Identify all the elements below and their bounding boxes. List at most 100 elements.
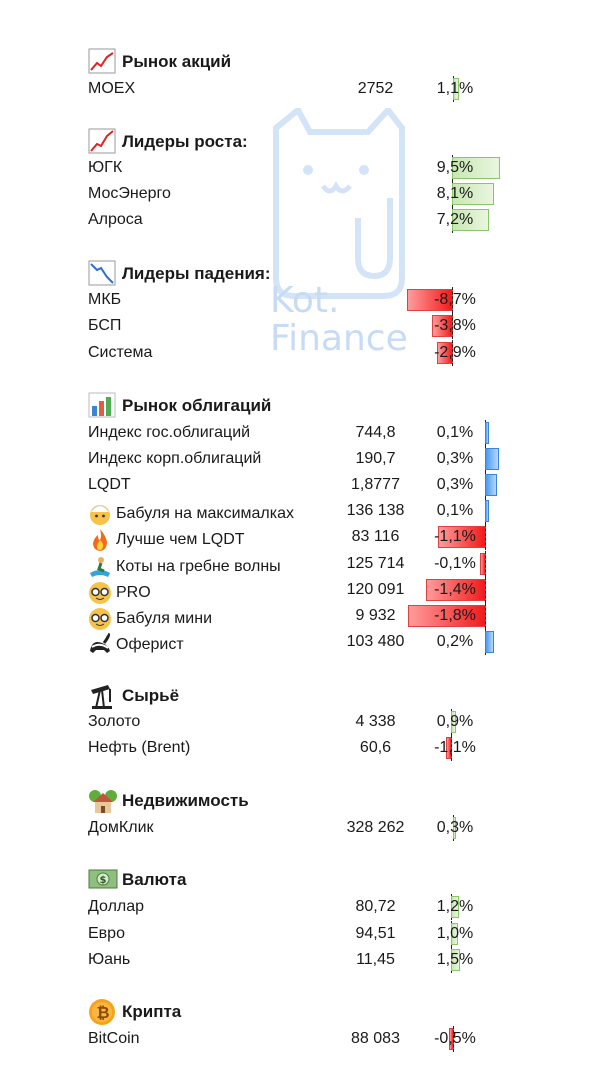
row-pct: -1,8% <box>434 607 476 624</box>
bitcoin-icon: ₿ <box>88 998 118 1026</box>
row-value: 744,8 <box>355 424 396 441</box>
banknote-icon: $ <box>88 866 118 894</box>
watermark-line2: Finance <box>270 318 408 359</box>
skunk-icon <box>88 632 112 657</box>
section-losers-title: Лидеры падения: <box>88 260 271 288</box>
list-item: MOEX 2752 1,1% <box>88 76 528 102</box>
row-name: LQDT <box>88 476 131 493</box>
section-title-text: Валюта <box>122 870 187 889</box>
row-name: Алроса <box>88 211 143 228</box>
change-bar <box>453 817 456 839</box>
change-bar <box>451 923 458 945</box>
row-name: Индекс гос.облигаций <box>88 424 251 441</box>
list-item: БСП -3,8% <box>88 313 528 339</box>
row-name: Нефть (Brent) <box>88 739 191 756</box>
row-pct: 9,5% <box>436 159 474 176</box>
section-commodities-title: Сырьё <box>88 682 179 710</box>
row-pct: 0,3% <box>436 476 474 493</box>
row-value: 120 091 <box>346 581 405 598</box>
row-value: 4 338 <box>355 713 396 730</box>
row-pct: -1,1% <box>434 739 476 756</box>
list-item: BitCoin 88 083 -0,5% <box>88 1026 528 1052</box>
row-value: 136 138 <box>346 502 405 519</box>
row-name: Юань <box>88 951 131 968</box>
change-bar <box>485 474 497 496</box>
cat-watermark-icon <box>273 108 405 299</box>
row-value: 2752 <box>357 80 394 97</box>
change-bar <box>452 183 494 205</box>
house-icon <box>88 787 118 815</box>
row-pct: 1,5% <box>436 951 474 968</box>
change-bar <box>451 711 456 733</box>
row-name: ЮГК <box>88 159 123 176</box>
section-currency-title: $ Валюта <box>88 866 186 894</box>
list-item: Лучше чем LQDT 83 116 -1,1% <box>88 524 528 551</box>
svg-text:₿: ₿ <box>97 1003 110 1022</box>
row-value: 94,51 <box>355 925 396 942</box>
row-pct: 0,2% <box>436 633 474 650</box>
section-title-text: Недвижимость <box>122 791 249 810</box>
row-pct: 8,1% <box>436 185 474 202</box>
row-pct: -1,1% <box>434 528 476 545</box>
list-item: Система -2,9% <box>88 340 528 366</box>
surfer-icon <box>88 555 112 579</box>
row-name: БСП <box>88 317 122 334</box>
row-pct: 1,1% <box>436 80 474 97</box>
change-bar <box>451 896 459 918</box>
section-stocks-title: Рынок акций <box>88 48 231 76</box>
list-item: Юань 11,45 1,5% <box>88 947 528 973</box>
watermark-line1: Kot. <box>270 280 340 321</box>
list-item: PRO 120 091 -1,4% <box>88 577 528 605</box>
list-item: МКБ -8,7% <box>88 287 528 313</box>
row-pct: -8,7% <box>434 291 476 308</box>
change-bar <box>485 500 489 522</box>
list-item: Индекс корп.облигаций 190,7 0,3% <box>88 446 528 472</box>
change-bar <box>452 157 500 179</box>
section-title-text: Лидеры падения: <box>122 264 271 283</box>
old-woman-icon <box>88 502 112 526</box>
list-item: Коты на гребне волны 125 714 -0,1% <box>88 551 528 577</box>
row-pct: 1,0% <box>436 925 474 942</box>
row-value: 11,45 <box>356 951 395 968</box>
row-pct: 0,1% <box>436 502 474 519</box>
list-item: LQDT 1,8777 0,3% <box>88 472 528 498</box>
nerd-face-icon <box>88 581 112 605</box>
chart-up-icon <box>88 48 118 76</box>
section-gainers-title: Лидеры роста: <box>88 128 248 156</box>
section-realty-title: Недвижимость <box>88 787 249 815</box>
row-value: 80,72 <box>355 898 396 915</box>
row-value: 83 116 <box>351 528 400 545</box>
row-name: Бабуля на максималках <box>88 502 294 526</box>
row-name: Коты на гребне волны <box>88 555 281 579</box>
row-value: 190,7 <box>355 450 396 467</box>
change-bar <box>452 209 489 231</box>
bar-chart-icon <box>88 392 118 420</box>
list-item: Доллар 80,72 1,2% <box>88 894 528 920</box>
row-name: ДомКлик <box>88 819 154 836</box>
row-name: МКБ <box>88 291 122 308</box>
list-item: Оферист 103 480 0,2% <box>88 629 528 655</box>
list-item: МосЭнерго 8,1% <box>88 181 528 207</box>
row-value: 328 262 <box>346 819 405 836</box>
row-name: BitCoin <box>88 1030 140 1047</box>
row-pct: -1,4% <box>434 581 476 598</box>
chart-decreasing-icon <box>88 260 118 288</box>
list-item: Индекс гос.облигаций 744,8 0,1% <box>88 420 528 446</box>
row-name: Оферист <box>88 632 184 657</box>
row-pct: -0,5% <box>434 1030 476 1047</box>
row-pct: -0,1% <box>434 555 476 572</box>
change-bar <box>485 631 494 653</box>
row-value: 1,8777 <box>351 476 400 493</box>
list-item: Евро 94,51 1,0% <box>88 921 528 947</box>
oil-pump-icon <box>88 682 118 710</box>
row-pct: 1,2% <box>436 898 474 915</box>
list-item: Бабуля мини 9 932 -1,8% <box>88 603 528 630</box>
svg-text:$: $ <box>100 875 107 886</box>
row-name: Индекс корп.облигаций <box>88 450 262 467</box>
list-item: Алроса 7,2% <box>88 207 528 233</box>
row-pct: 7,2% <box>436 211 474 228</box>
section-title-text: Лидеры роста: <box>122 132 248 151</box>
list-item: Бабуля на максималках 136 138 0,1% <box>88 498 528 526</box>
list-item: ДомКлик 328 262 0,3% <box>88 815 528 841</box>
section-bonds-title: Рынок облигаций <box>88 392 271 420</box>
